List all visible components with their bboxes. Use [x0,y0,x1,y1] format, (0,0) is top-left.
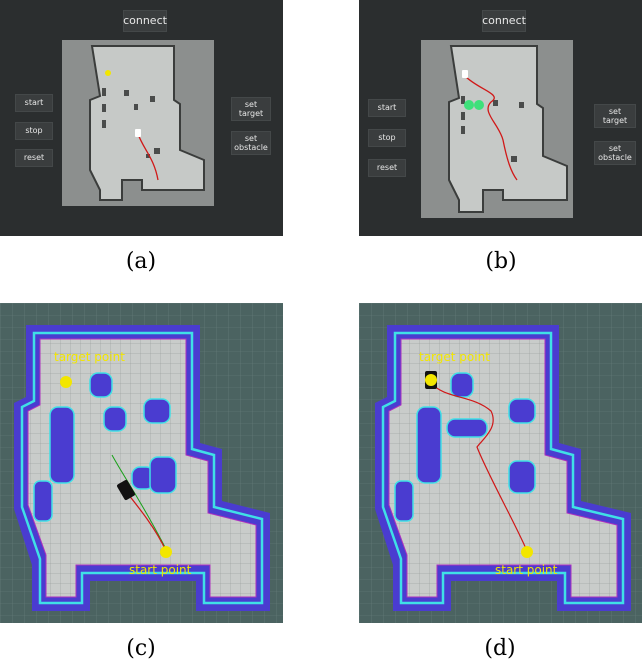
obstacles [394,372,536,522]
robot-icon [117,479,135,501]
reset-button[interactable]: reset [16,150,52,166]
connect-button[interactable]: connect [482,11,526,31]
target-marker [105,70,111,76]
cyan-boundary [20,331,264,605]
start-label: start point [129,563,192,577]
robot-path [137,133,159,181]
start-button[interactable]: start [369,100,405,116]
goal-marker [474,100,484,110]
cyan-boundary [381,331,625,605]
target-marker [60,376,72,388]
set-obstacle-button[interactable]: set obstacle [232,132,270,154]
start-marker [160,546,172,558]
reset-button[interactable]: reset [369,160,405,176]
target-label: target point [419,350,490,364]
caption-c: (c) [126,636,156,661]
obstacles [33,372,177,522]
app-screen-a: connect start stop reset set target set … [0,0,283,236]
stop-button[interactable]: stop [369,130,405,146]
goal-marker [464,100,474,110]
start-button[interactable]: start [16,95,52,111]
connect-button[interactable]: connect [123,11,167,31]
rviz-view-d: target point start point [359,303,642,623]
robot-icon [462,70,468,78]
target-marker [425,374,437,386]
map-floor [89,45,205,201]
app-screen-b: connect start stop reset set target set … [359,0,642,236]
caption-a: (a) [125,249,157,274]
start-label: start point [495,563,558,577]
rviz-view-c: target point start point [0,303,283,623]
map-view [421,40,573,218]
caption-d: (d) [484,636,516,661]
set-obstacle-button[interactable]: set obstacle [595,142,635,164]
stop-button[interactable]: stop [16,123,52,139]
caption-b: (b) [485,249,517,274]
start-marker [521,546,533,558]
map-view [62,40,214,206]
set-target-button[interactable]: set target [232,98,270,120]
free-space [388,338,618,598]
set-target-button[interactable]: set target [595,105,635,127]
map-floor [448,45,568,213]
target-label: target point [54,350,125,364]
robot-icon [135,129,141,137]
robot-path [430,382,528,552]
robot-path [464,75,518,181]
